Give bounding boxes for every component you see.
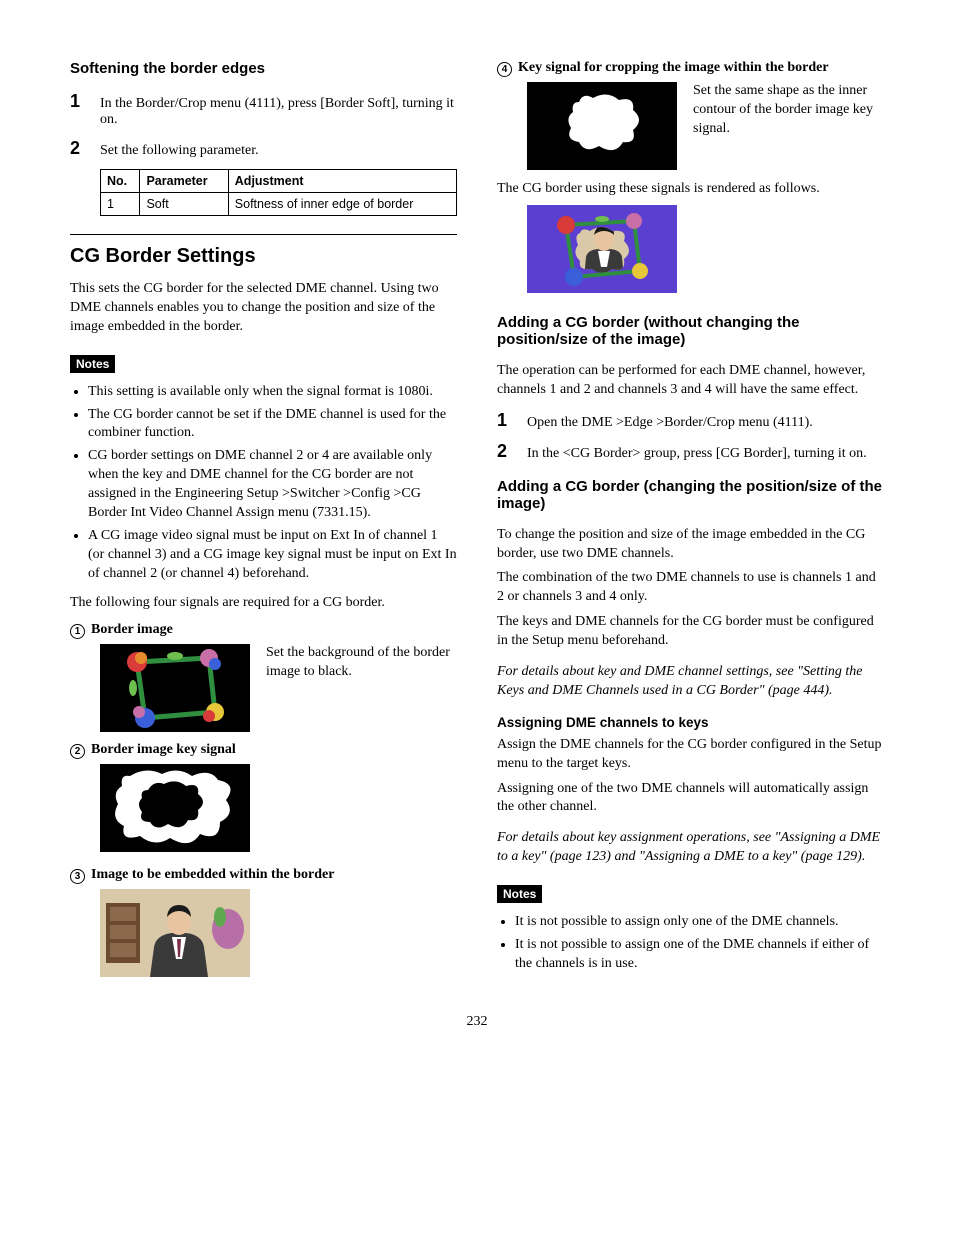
- enum-4: 4 Key signal for cropping the image with…: [497, 60, 884, 76]
- notes-badge: Notes: [497, 885, 542, 903]
- figure-caption: Set the same shape as the inner contour …: [693, 82, 884, 139]
- circled-2-icon: 2: [70, 744, 85, 759]
- heading-softening: Softening the border edges: [70, 60, 457, 77]
- note-item: This setting is available only when the …: [88, 383, 457, 402]
- note-item: It is not possible to assign only one of…: [515, 913, 884, 932]
- notes-badge: Notes: [70, 355, 115, 373]
- page-number: 232: [70, 1014, 884, 1030]
- step-text: Set the following parameter.: [100, 143, 457, 159]
- section-rule: [70, 234, 457, 235]
- th-param: Parameter: [140, 170, 228, 193]
- enum-label: Key signal for cropping the image within…: [518, 60, 829, 76]
- step-text: In the <CG Border> group, press [CG Bord…: [527, 446, 884, 462]
- add1-step-2: 2 In the <CG Border> group, press [CG Bo…: [497, 441, 884, 462]
- step-number: 2: [70, 138, 88, 159]
- heading-cg-border: CG Border Settings: [70, 245, 457, 268]
- add1-text: The operation can be performed for each …: [497, 362, 884, 400]
- signals-intro: The following four signals are required …: [70, 594, 457, 613]
- border-image-figure: [100, 644, 250, 732]
- border-key-figure: [100, 764, 250, 852]
- add1-step-1: 1 Open the DME >Edge >Border/Crop menu (…: [497, 410, 884, 431]
- td-adj: Softness of inner edge of border: [228, 193, 456, 216]
- rendered-result-figure: [527, 205, 677, 293]
- xref-2: For details about key assignment operati…: [497, 829, 884, 867]
- cg-intro: This sets the CG border for the selected…: [70, 280, 457, 337]
- circled-1-icon: 1: [70, 624, 85, 639]
- heading-assign: Assigning DME channels to keys: [497, 715, 884, 730]
- th-no: No.: [101, 170, 140, 193]
- add2-p3: The keys and DME channels for the CG bor…: [497, 613, 884, 651]
- note-item: It is not possible to assign one of the …: [515, 936, 884, 974]
- table-row: 1 Soft Softness of inner edge of border: [101, 193, 457, 216]
- enum-1: 1 Border image: [70, 622, 457, 638]
- circled-4-icon: 4: [497, 62, 512, 77]
- add2-p2: The combination of the two DME channels …: [497, 569, 884, 607]
- step-number: 1: [70, 91, 88, 112]
- render-text: The CG border using these signals is ren…: [497, 180, 884, 199]
- enum-label: Border image key signal: [91, 742, 236, 758]
- circled-3-icon: 3: [70, 869, 85, 884]
- step-text: Open the DME >Edge >Border/Crop menu (41…: [527, 415, 884, 431]
- step-number: 1: [497, 410, 515, 431]
- step-number: 2: [497, 441, 515, 462]
- td-param: Soft: [140, 193, 228, 216]
- assign-p2: Assigning one of the two DME channels wi…: [497, 780, 884, 818]
- note-item: The CG border cannot be set if the DME c…: [88, 406, 457, 444]
- enum-2: 2 Border image key signal: [70, 742, 457, 758]
- enum-label: Border image: [91, 622, 173, 638]
- figure-caption: Set the background of the border image t…: [266, 644, 457, 682]
- step-2: 2 Set the following parameter.: [70, 138, 457, 159]
- notes-list: This setting is available only when the …: [70, 383, 457, 584]
- enum-label: Image to be embedded within the border: [91, 867, 334, 883]
- embedded-image-figure: [100, 889, 250, 977]
- td-no: 1: [101, 193, 140, 216]
- enum-3: 3 Image to be embedded within the border: [70, 867, 457, 883]
- note-item: CG border settings on DME channel 2 or 4…: [88, 447, 457, 523]
- assign-p1: Assign the DME channels for the CG borde…: [497, 736, 884, 774]
- xref-1: For details about key and DME channel se…: [497, 663, 884, 701]
- add2-p1: To change the position and size of the i…: [497, 526, 884, 564]
- step-text: In the Border/Crop menu (4111), press [B…: [100, 96, 457, 128]
- step-1: 1 In the Border/Crop menu (4111), press …: [70, 91, 457, 128]
- heading-add-cg-1: Adding a CG border (without changing the…: [497, 314, 884, 348]
- crop-key-figure: [527, 82, 677, 170]
- notes-list-right: It is not possible to assign only one of…: [497, 913, 884, 974]
- note-item: A CG image video signal must be input on…: [88, 527, 457, 584]
- parameter-table: No. Parameter Adjustment 1 Soft Softness…: [100, 169, 457, 216]
- th-adj: Adjustment: [228, 170, 456, 193]
- heading-add-cg-2: Adding a CG border (changing the positio…: [497, 478, 884, 512]
- table-header-row: No. Parameter Adjustment: [101, 170, 457, 193]
